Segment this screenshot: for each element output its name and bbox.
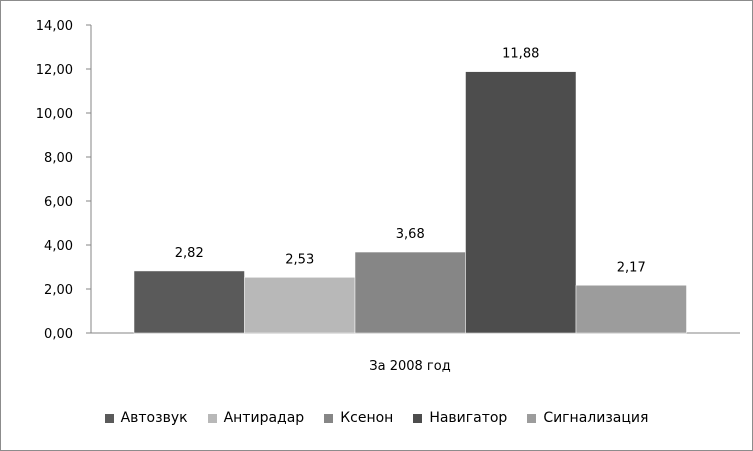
legend-label: Сигнализация [543,410,649,426]
legend-item-2: Антирадар [207,410,305,426]
legend-swatch [207,413,217,423]
data-label-1: 2,82 [175,246,204,261]
legend: Автозвук Антирадар Ксенон Навигатор Сигнализ… [0,410,753,426]
legend-item-1: Автозвук [104,410,188,426]
data-label-4: 11,88 [502,47,539,62]
bar-3 [354,251,466,334]
bar-2 [244,277,356,334]
data-label-5: 2,17 [617,260,646,275]
bar-1 [133,270,245,334]
category-label: За 2008 год [369,359,450,374]
y-tick-label: 14,00 [36,19,73,34]
y-tick-label: 2,00 [44,283,73,298]
legend-swatch [527,413,537,423]
legend-label: Автозвук [120,410,188,426]
legend-swatch [324,413,334,423]
y-tick-label: 12,00 [36,63,73,78]
bar-5 [575,285,687,334]
y-tick-label: 4,00 [44,239,73,254]
y-tick-label: 10,00 [36,107,73,122]
bars [133,71,687,334]
bar-4 [465,71,577,334]
y-tick-label: 8,00 [44,151,73,166]
legend-swatch [413,413,423,423]
y-tick-label: 0,00 [44,327,73,342]
data-label-3: 3,68 [396,227,425,242]
data-labels: 2,82 2,53 3,68 11,88 2,17 [175,47,646,276]
legend-item-5: Сигнализация [527,410,648,426]
legend-swatch [104,413,114,423]
legend-label: Антирадар [223,410,305,426]
legend-label: Ксенон [340,410,394,426]
y-tick-label: 6,00 [44,195,73,210]
data-label-2: 2,53 [285,252,314,267]
legend-item-3: Ксенон [324,410,393,426]
legend-item-4: Навигатор [413,410,507,426]
y-axis-ticks: 0,00 2,00 4,00 6,00 8,00 10,00 12,00 14,00 [36,19,91,342]
legend-label: Навигатор [429,410,508,426]
